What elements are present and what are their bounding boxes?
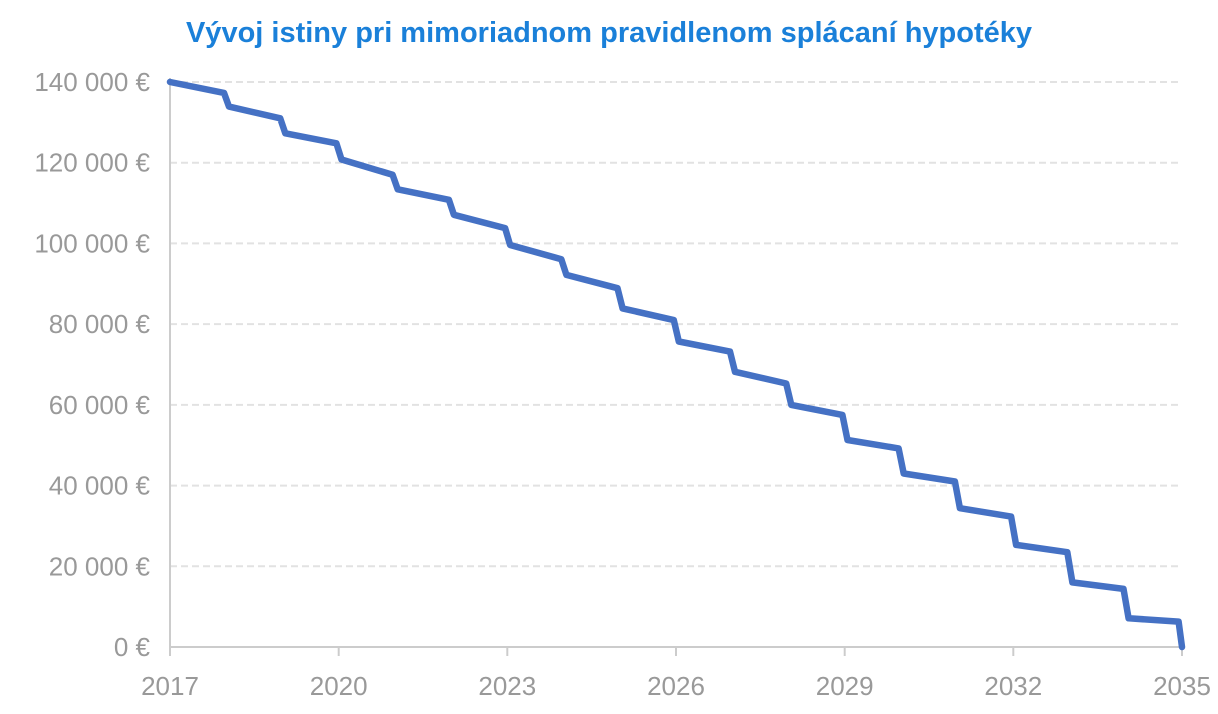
y-axis-label-40000: 40 000 € xyxy=(49,471,151,501)
y-axis-label-60000: 60 000 € xyxy=(49,390,151,420)
x-axis-ticks xyxy=(169,647,1183,656)
y-axis-label-120000: 120 000 € xyxy=(34,148,150,178)
y-axis-label-100000: 100 000 € xyxy=(34,228,150,258)
x-axis-label-2029: 2029 xyxy=(816,671,874,701)
chart-title: Vývoj istiny pri mimoriadnom pravidlenom… xyxy=(186,17,1032,49)
y-axis-label-20000: 20 000 € xyxy=(49,551,151,581)
x-axis-label-2035: 2035 xyxy=(1153,671,1211,701)
y-axis-label-80000: 80 000 € xyxy=(49,309,151,339)
principal-balance-line xyxy=(166,78,1186,651)
x-axis-label-2020: 2020 xyxy=(310,671,368,701)
y-axis-labels: 0 € 20 000 € 40 000 € 60 000 € 80 000 € 100 0… xyxy=(34,67,150,662)
y-axis-label-0: 0 € xyxy=(114,632,151,662)
x-axis-label-2032: 2032 xyxy=(984,671,1042,701)
x-axis-label-2017: 2017 xyxy=(141,671,199,701)
y-axis-label-140000: 140 000 € xyxy=(34,67,150,97)
x-axis-label-2023: 2023 xyxy=(478,671,536,701)
x-axis-labels: 2017 2020 2023 2026 2029 2032 2035 xyxy=(141,671,1211,701)
x-axis-label-2026: 2026 xyxy=(647,671,705,701)
